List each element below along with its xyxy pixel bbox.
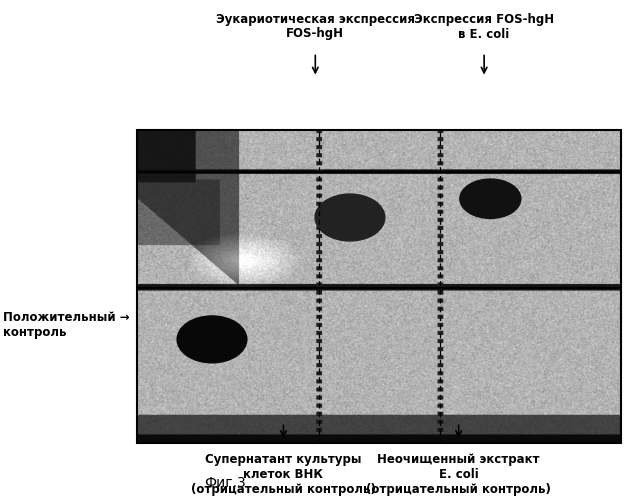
Text: Супернатант культуры
клеток ВНК
(отрицательный контроль): Супернатант культуры клеток ВНК (отрицат… bbox=[191, 452, 376, 496]
Text: Экспрессия FOS-hgH
в E. coli: Экспрессия FOS-hgH в E. coli bbox=[414, 12, 554, 40]
Ellipse shape bbox=[315, 194, 385, 241]
Text: Неочищенный экстракт
E. coli
(отрицательный контроль): Неочищенный экстракт E. coli (отрицатель… bbox=[366, 452, 551, 496]
Bar bbox=[137, 130, 621, 442]
Text: Положительный →: Положительный → bbox=[3, 311, 130, 324]
Text: Эукариотическая экспрессия
FOS-hgH: Эукариотическая экспрессия FOS-hgH bbox=[216, 12, 415, 40]
Text: Фиг.3: Фиг.3 bbox=[204, 476, 246, 490]
Ellipse shape bbox=[460, 179, 521, 218]
Text: контроль: контроль bbox=[3, 326, 67, 339]
Ellipse shape bbox=[177, 316, 247, 363]
